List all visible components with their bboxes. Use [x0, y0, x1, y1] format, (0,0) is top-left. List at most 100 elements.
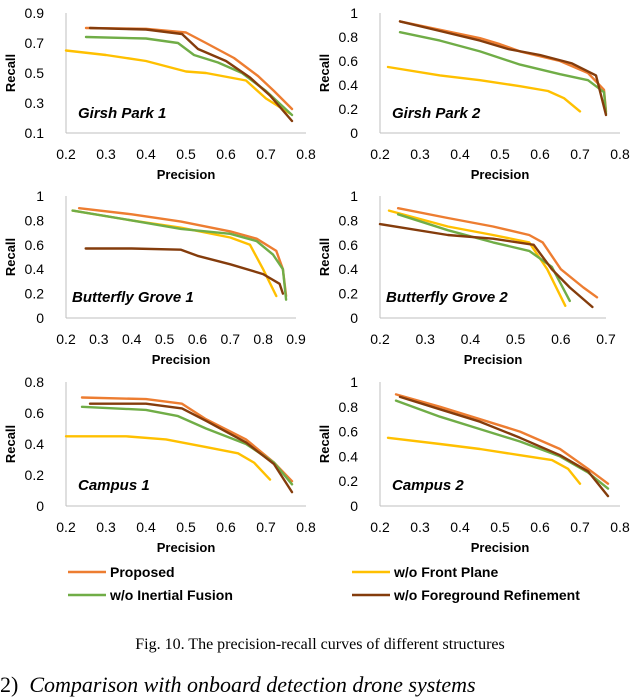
series-line-w-o-inertial-fusion [84, 35, 294, 117]
legend-label: w/o Front Plane [393, 564, 498, 580]
series-line-w-o-front-plane [64, 49, 292, 115]
x-tick-label: 0.3 [410, 519, 430, 535]
chart-panels: 0.2 0.3 0.4 0.5 0.6 0.7 0.8 0.1 0.3 0.5 0.7 0.9 Prec… [3, 5, 630, 555]
x-tick-label: 0.3 [410, 146, 430, 162]
x-tick-label: 0.6 [530, 519, 550, 535]
legend-label: w/o Inertial Fusion [109, 587, 233, 603]
y-axis-title: Recall [317, 238, 332, 276]
x-tick-label: 0.6 [530, 146, 550, 162]
y-tick-label: 0.6 [339, 237, 359, 253]
series-line-proposed [396, 206, 599, 299]
y-tick-label: 0.6 [339, 53, 359, 69]
y-tick-label: 0.7 [25, 35, 45, 51]
x-tick-label: 0.3 [96, 146, 116, 162]
y-axis-title: Recall [3, 238, 18, 276]
chart-panel-girsh-park-2: 0.2 0.3 0.4 0.5 0.6 0.7 0.8 0 0.2 0.4 0.6 0.8 1 Preci… [317, 5, 630, 182]
y-tick-label: 0.6 [25, 237, 45, 253]
y-tick-label: 0 [36, 310, 44, 326]
y-tick-label: 0.6 [25, 405, 45, 421]
y-tick-label: 0.2 [25, 467, 45, 483]
x-tick-label: 0.8 [253, 331, 273, 347]
x-tick-label: 0.8 [610, 519, 630, 535]
y-tick-label: 1 [350, 188, 358, 204]
chart-panel-campus-2: 0.2 0.3 0.4 0.5 0.6 0.7 0.8 0 0.2 0.4 0.6 0.8 1 Preci… [317, 374, 630, 555]
y-tick-label: 0.1 [25, 125, 45, 141]
y-tick-label: 0.8 [339, 212, 359, 228]
series-line-w-o-inertial-fusion [394, 399, 610, 490]
x-tick-label: 0.3 [96, 519, 116, 535]
y-tick-label: 0.6 [339, 424, 359, 440]
x-axis-title: Precision [157, 540, 216, 555]
y-tick-label: 0.8 [339, 29, 359, 45]
panel-title: Girsh Park 1 [78, 105, 166, 122]
x-tick-label: 0.5 [176, 146, 196, 162]
x-tick-label: 0.8 [610, 146, 630, 162]
x-axis-title: Precision [464, 352, 523, 367]
y-tick-label: 0.2 [25, 286, 45, 302]
panel-title: Campus 1 [78, 477, 150, 494]
series-line-w-o-inertial-fusion [71, 209, 288, 301]
y-tick-label: 0.2 [339, 473, 359, 489]
series-line-w-o-front-plane [64, 435, 272, 481]
y-tick-label: 0.9 [25, 5, 45, 21]
x-tick-label: 0.4 [136, 146, 156, 162]
legend-label: Proposed [110, 564, 175, 580]
y-axis-title: Recall [3, 54, 18, 92]
x-tick-label: 0.8 [296, 519, 316, 535]
y-tick-label: 0.4 [339, 448, 359, 464]
x-tick-label: 0.7 [570, 146, 590, 162]
chart-panel-butterfly-grove-1: 0.2 0.3 0.4 0.5 0.6 0.7 0.8 0.9 0 0.2 0.4 0.6 0.8 1 Pr… [3, 188, 306, 367]
x-tick-label: 0.6 [216, 519, 236, 535]
series-line-w-o-foreground-refinement [88, 26, 294, 123]
series-line-w-o-foreground-refinement [88, 402, 294, 494]
figure-caption: Fig. 10. The precision-recall curves of … [135, 636, 505, 653]
y-tick-label: 0.2 [339, 286, 359, 302]
series-line-w-o-inertial-fusion [398, 31, 608, 116]
panel-title: Campus 2 [392, 477, 464, 494]
chart-panel-campus-1: 0.2 0.3 0.4 0.5 0.6 0.7 0.8 0 0.2 0.4 0.6 0.8 Precis… [3, 374, 316, 555]
series-line-w-o-foreground-refinement [398, 20, 608, 117]
x-tick-label: 0.4 [136, 519, 156, 535]
x-tick-label: 0.5 [490, 519, 510, 535]
legend-item-w-o-foreground-refinement: w/o Foreground Refinement [352, 587, 580, 603]
x-tick-label: 0.2 [370, 331, 390, 347]
y-tick-label: 0.8 [25, 374, 45, 390]
series-line-w-o-inertial-fusion [80, 405, 294, 486]
series-line-w-o-foreground-refinement [398, 395, 610, 498]
section-heading: 2) Comparison with onboard detection dro… [0, 672, 476, 698]
chart-panel-butterfly-grove-2: 0.2 0.3 0.4 0.5 0.6 0.7 0 0.2 0.4 0.6 0.8 1 Precisio… [317, 188, 616, 367]
series-line-w-o-front-plane [386, 436, 582, 485]
y-tick-label: 0.8 [25, 212, 45, 228]
series-line-w-o-foreground-refinement [84, 247, 285, 295]
y-axis-title: Recall [317, 425, 332, 463]
x-tick-label: 0.7 [596, 331, 616, 347]
panel-title: Girsh Park 2 [392, 105, 481, 122]
series-line-w-o-front-plane [387, 209, 567, 307]
y-tick-label: 1 [350, 5, 358, 21]
x-tick-label: 0.5 [490, 146, 510, 162]
series-line-proposed [394, 393, 610, 485]
section-number: 2) [0, 672, 19, 697]
x-tick-label: 0.5 [506, 331, 526, 347]
x-axis-title: Precision [471, 540, 530, 555]
legend-item-w-o-front-plane: w/o Front Plane [352, 564, 498, 580]
x-tick-label: 0.7 [256, 146, 276, 162]
legend: Proposed w/o Front Plane w/o Inertial Fusi… [68, 564, 580, 603]
x-tick-label: 0.2 [370, 146, 390, 162]
y-tick-label: 0 [350, 310, 358, 326]
y-tick-label: 0.4 [25, 261, 45, 277]
panel-title: Butterfly Grove 2 [386, 289, 508, 306]
y-tick-label: 0.2 [339, 101, 359, 117]
x-tick-label: 0.4 [122, 331, 142, 347]
y-tick-label: 0 [350, 125, 358, 141]
series-line-proposed [398, 20, 608, 113]
x-axis-title: Precision [152, 352, 211, 367]
legend-item-proposed: Proposed [68, 564, 175, 580]
x-tick-label: 0.2 [56, 146, 76, 162]
y-tick-label: 0.4 [339, 261, 359, 277]
x-tick-label: 0.2 [56, 331, 76, 347]
series-line-w-o-foreground-refinement [378, 222, 594, 309]
legend-item-w-o-inertial-fusion: w/o Inertial Fusion [68, 587, 233, 603]
x-tick-label: 0.5 [155, 331, 175, 347]
